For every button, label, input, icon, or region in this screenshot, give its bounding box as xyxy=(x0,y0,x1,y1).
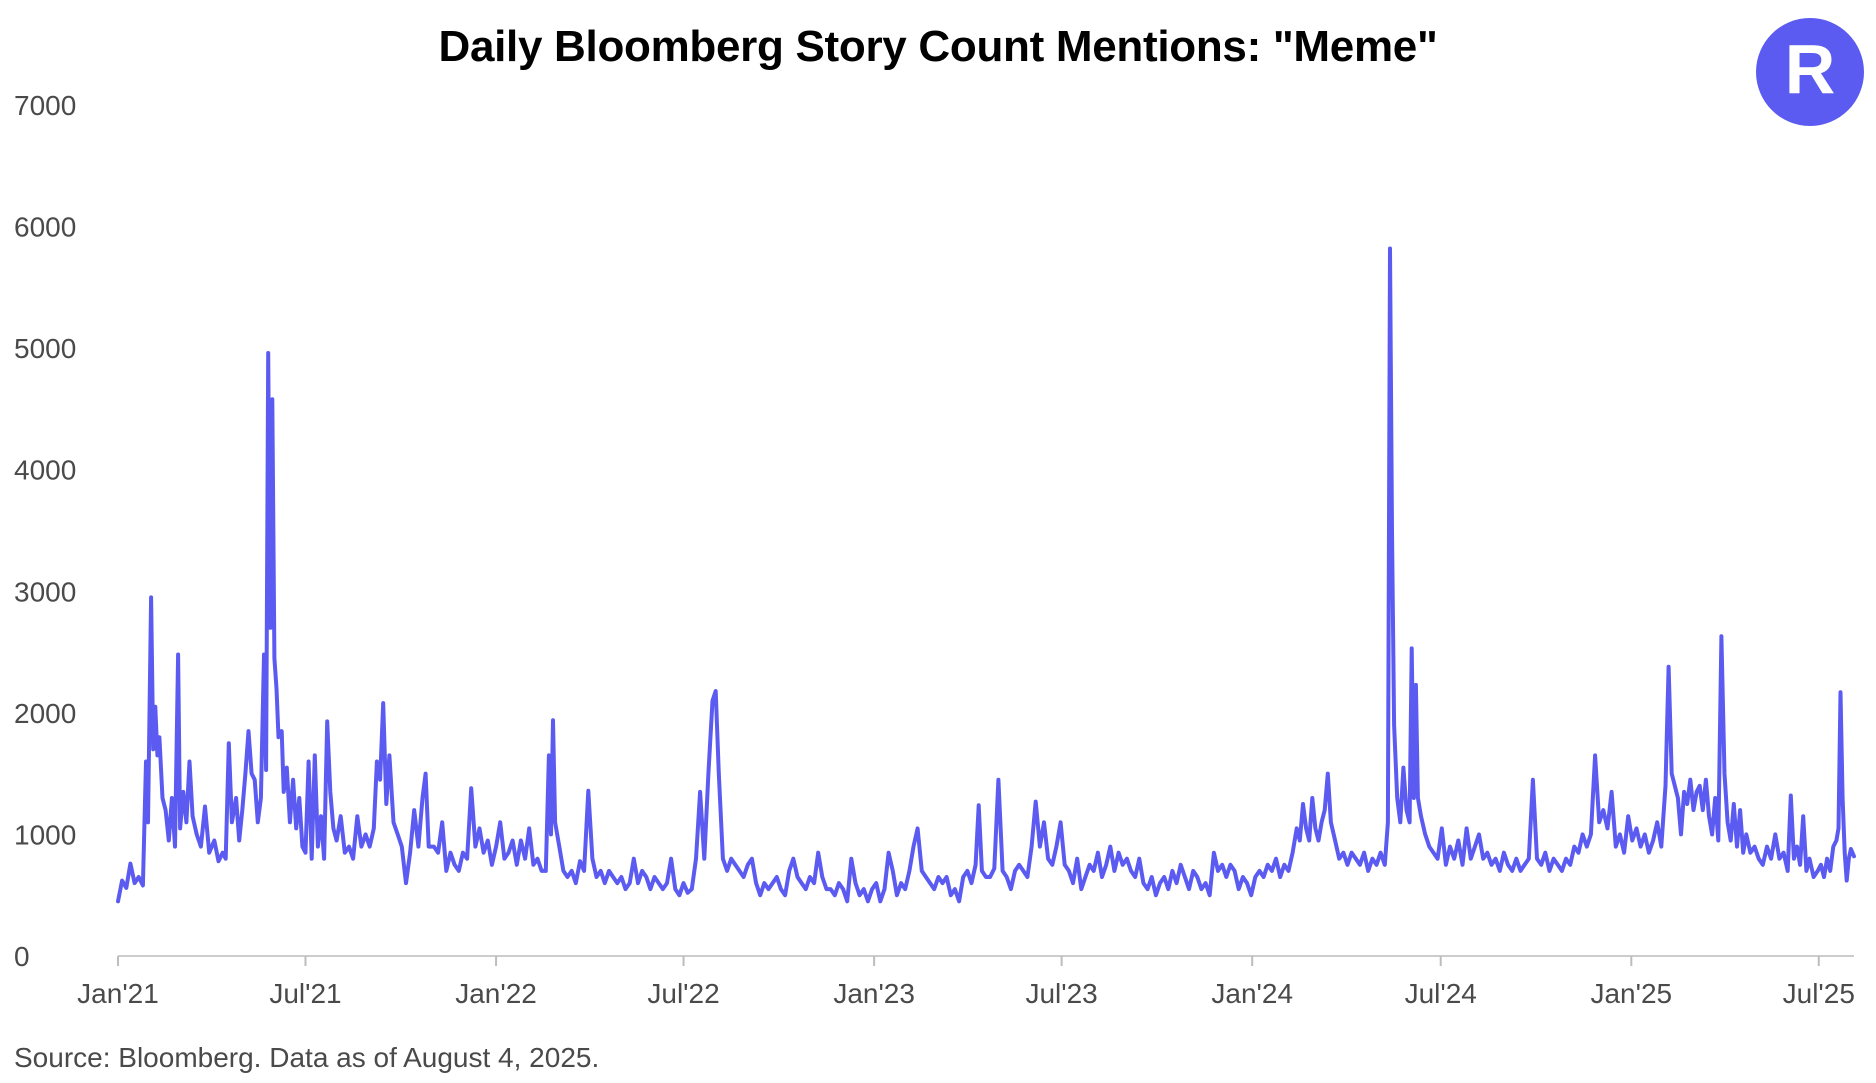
line-chart: 0 1000 2000 3000 4000 5000 6000 7000 Jan'21 Jul'… xyxy=(14,90,1856,1009)
x-tick-label: Jul'22 xyxy=(647,978,719,1009)
series-group xyxy=(116,246,1856,904)
x-tick-label: Jan'21 xyxy=(77,978,159,1009)
series-line-0 xyxy=(116,246,1856,904)
y-tick-label: 3000 xyxy=(14,576,76,607)
y-tick-label: 7000 xyxy=(14,90,76,121)
x-tick-label: Jul'24 xyxy=(1405,978,1477,1009)
logo-glyph: R xyxy=(1784,30,1836,108)
x-tick-label: Jul'21 xyxy=(269,978,341,1009)
y-tick-label: 6000 xyxy=(14,212,76,243)
y-tick-label: 1000 xyxy=(14,819,76,850)
chart-title: Daily Bloomberg Story Count Mentions: "M… xyxy=(438,22,1438,71)
y-tick-label: 5000 xyxy=(14,333,76,364)
source-note: Source: Bloomberg. Data as of August 4, … xyxy=(14,1042,600,1073)
y-tick-label: 4000 xyxy=(14,455,76,486)
x-tick-label: Jan'23 xyxy=(833,978,915,1009)
x-tick-label: Jan'25 xyxy=(1590,978,1672,1009)
y-tick-label: 2000 xyxy=(14,698,76,729)
y-tick-label: 0 xyxy=(14,941,30,972)
x-tick-label: Jan'22 xyxy=(455,978,537,1009)
x-tick-label: Jul'23 xyxy=(1025,978,1097,1009)
robinhood-r-logo-icon: R xyxy=(1756,18,1864,126)
x-axis-ticks: Jan'21 Jul'21 Jan'22 Jul'22 Jan'23 Jul'23 Jan'… xyxy=(77,956,1855,1009)
x-tick-label: Jan'24 xyxy=(1211,978,1293,1009)
y-axis-tick-labels: 0 1000 2000 3000 4000 5000 6000 7000 xyxy=(14,90,76,972)
x-tick-label: Jul'25 xyxy=(1783,978,1855,1009)
